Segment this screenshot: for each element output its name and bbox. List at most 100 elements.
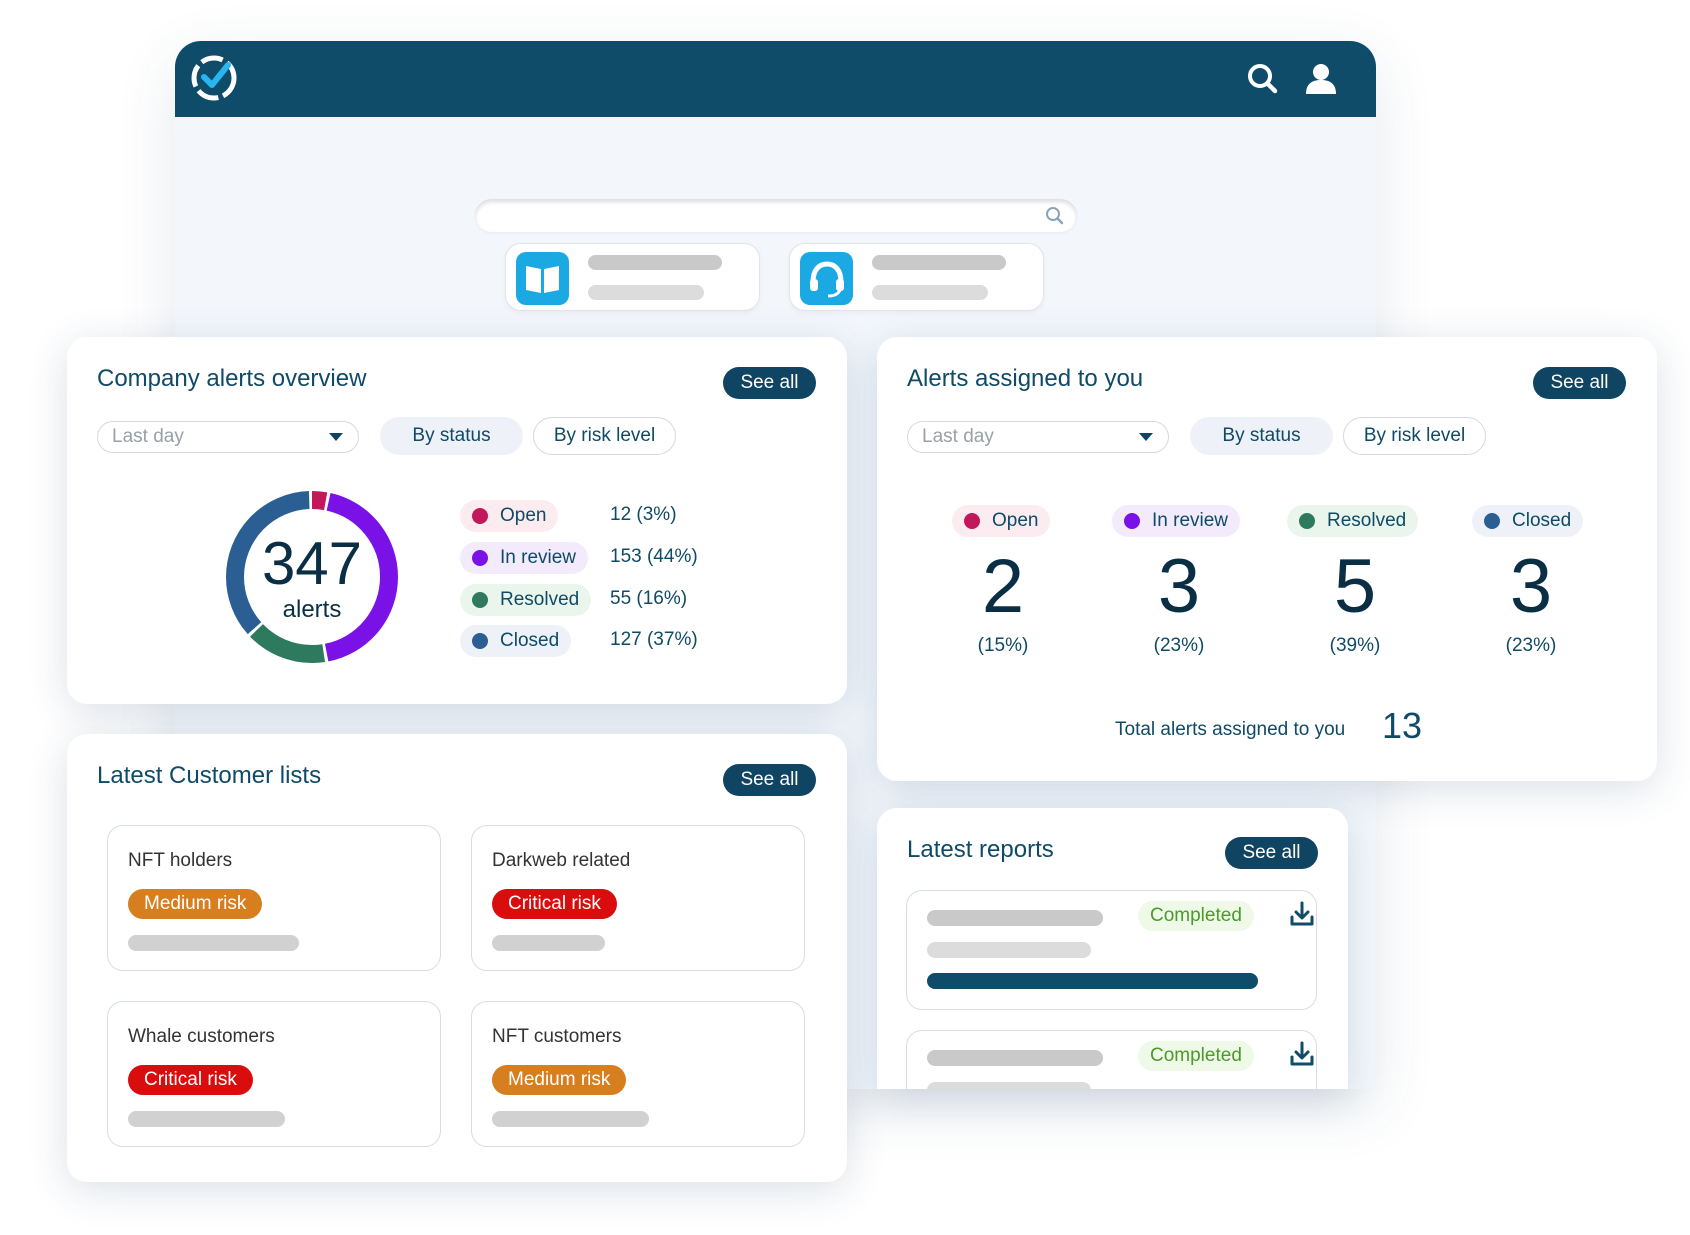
status-dot-icon: [472, 633, 488, 649]
report-progress-bar: [927, 973, 1258, 989]
donut-segment-open: [226, 491, 398, 663]
customer-lists-card: Latest Customer lists See all NFT holder…: [67, 734, 847, 1182]
reports-see-all-button[interactable]: See all: [1225, 837, 1318, 869]
quick-link-support[interactable]: [789, 243, 1044, 311]
risk-badge: Critical risk: [492, 889, 617, 919]
customer-list-card[interactable]: NFT holders Medium risk: [107, 825, 441, 971]
assigned-alerts-title: Alerts assigned to you: [907, 365, 1144, 392]
assigned-resolved-percent: (39%): [1329, 635, 1381, 656]
status-dot-icon: [472, 592, 488, 608]
completed-badge: Completed: [1138, 901, 1254, 931]
risk-badge: Critical risk: [128, 1065, 253, 1095]
chevron-down-icon: [1139, 433, 1153, 441]
skeleton-line: [588, 255, 722, 270]
risk-badge: Medium risk: [492, 1065, 627, 1095]
skeleton-line: [588, 285, 704, 300]
company-alerts-see-all-button[interactable]: See all: [723, 367, 816, 399]
assigned-open-count: 2: [981, 544, 1025, 629]
alerts-total: 347: [261, 530, 363, 597]
legend-label: Open: [500, 505, 547, 526]
skeleton-line: [927, 910, 1103, 926]
alerts-total-label: alerts: [282, 596, 342, 623]
tab-by-status[interactable]: By status: [380, 417, 523, 455]
assigned-open-percent: (15%): [977, 635, 1029, 656]
assigned-open-chip: Open: [952, 505, 1051, 537]
period-value: Last day: [112, 426, 184, 447]
assigned-resolved-chip: Resolved: [1287, 505, 1419, 537]
global-search-bar[interactable]: [475, 199, 1077, 232]
legend-closed-value: 127 (37%): [610, 629, 698, 650]
customer-list-name: NFT holders: [128, 850, 233, 871]
company-alerts-title: Company alerts overview: [97, 365, 367, 392]
skeleton-line: [128, 935, 299, 951]
legend-in-review-chip: In review: [460, 542, 589, 574]
legend-label: Closed: [500, 630, 560, 651]
status-label: Resolved: [1327, 510, 1407, 531]
assigned-resolved-count: 5: [1333, 544, 1377, 629]
skeleton-line: [872, 255, 1006, 270]
download-icon[interactable]: [1289, 901, 1315, 927]
status-dot-icon: [1484, 513, 1500, 529]
customer-lists-see-all-button[interactable]: See all: [723, 764, 816, 796]
donut-segment-resolved: [226, 491, 398, 663]
assigned-alerts-period-dropdown[interactable]: Last day: [907, 421, 1169, 453]
legend-label: Resolved: [500, 589, 580, 610]
skeleton-line: [927, 1082, 1091, 1089]
report-item[interactable]: Completed: [906, 1030, 1317, 1089]
assigned-in-review-percent: (23%): [1153, 635, 1205, 656]
legend-label: In review: [500, 547, 577, 568]
customer-list-card[interactable]: Darkweb related Critical risk: [471, 825, 805, 971]
assigned-total-value: 13: [1382, 705, 1423, 746]
status-dot-icon: [1124, 513, 1140, 529]
support-headset-icon: [800, 252, 853, 305]
customer-list-card[interactable]: NFT customers Medium risk: [471, 1001, 805, 1147]
customer-list-name: NFT customers: [492, 1026, 622, 1047]
skeleton-line: [492, 1111, 649, 1127]
completed-badge: Completed: [1138, 1041, 1254, 1071]
search-icon[interactable]: [1245, 61, 1281, 97]
assigned-closed-count: 3: [1509, 544, 1553, 629]
alerts-donut-chart: [226, 491, 398, 663]
period-value: Last day: [922, 426, 994, 447]
assigned-closed-chip: Closed: [1472, 505, 1584, 537]
tab-by-risk-level[interactable]: By risk level: [1343, 417, 1486, 455]
donut-segment-in-review: [226, 491, 398, 663]
status-dot-icon: [1299, 513, 1315, 529]
legend-open-chip: Open: [460, 500, 559, 532]
checkmark-logo-icon[interactable]: [188, 52, 240, 104]
assigned-in-review-chip: In review: [1112, 505, 1241, 537]
assigned-in-review-count: 3: [1157, 544, 1201, 629]
legend-in-review-value: 153 (44%): [610, 546, 698, 567]
assigned-closed-percent: (23%): [1505, 635, 1557, 656]
assigned-alerts-see-all-button[interactable]: See all: [1533, 367, 1626, 399]
status-label: Closed: [1512, 510, 1572, 531]
status-dot-icon: [964, 513, 980, 529]
search-icon[interactable]: [1044, 205, 1065, 226]
report-item[interactable]: Completed: [906, 890, 1317, 1010]
assigned-alerts-card: Alerts assigned to you See all Last day …: [877, 337, 1657, 781]
user-icon[interactable]: [1303, 61, 1339, 97]
download-icon[interactable]: [1289, 1041, 1315, 1067]
customer-list-card[interactable]: Whale customers Critical risk: [107, 1001, 441, 1147]
status-label: In review: [1152, 510, 1229, 531]
legend-resolved-value: 55 (16%): [610, 588, 688, 609]
reports-title: Latest reports: [907, 836, 1054, 863]
customer-lists-title: Latest Customer lists: [97, 762, 322, 789]
status-dot-icon: [472, 508, 488, 524]
book-icon: [516, 252, 569, 305]
quick-link-docs[interactable]: [505, 243, 760, 311]
tab-by-risk-level[interactable]: By risk level: [533, 417, 676, 455]
skeleton-line: [872, 285, 988, 300]
company-alerts-card: Company alerts overview See all Last day…: [67, 337, 847, 704]
skeleton-line: [927, 942, 1091, 958]
reports-card: Latest reports See all Completed Complet…: [877, 808, 1348, 1089]
skeleton-line: [492, 935, 605, 951]
company-alerts-period-dropdown[interactable]: Last day: [97, 421, 359, 453]
app-header: [175, 41, 1376, 117]
customer-list-name: Whale customers: [128, 1026, 275, 1047]
tab-by-status[interactable]: By status: [1190, 417, 1333, 455]
status-dot-icon: [472, 550, 488, 566]
skeleton-line: [927, 1050, 1103, 1066]
legend-closed-chip: Closed: [460, 625, 572, 657]
skeleton-line: [128, 1111, 285, 1127]
